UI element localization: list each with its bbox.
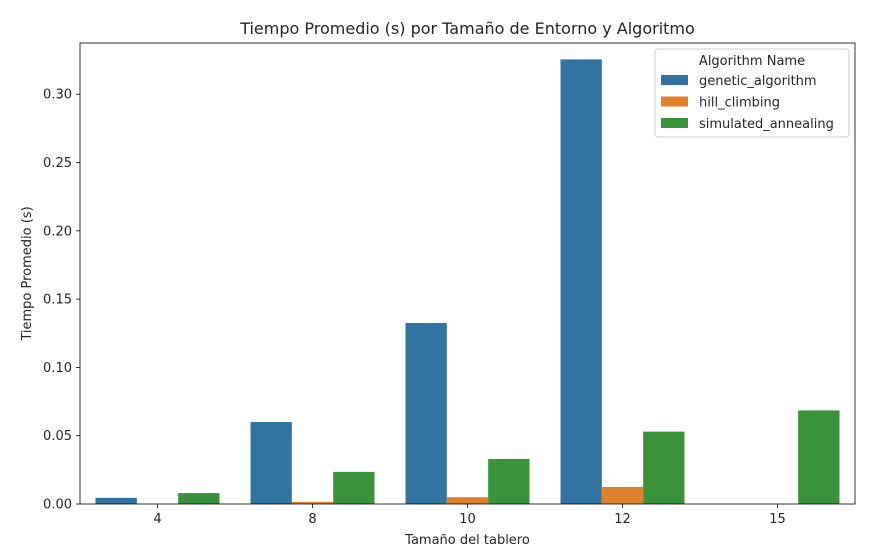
y-tick-label: 0.25 (43, 156, 72, 171)
legend-swatch-simulated_annealing (661, 118, 688, 128)
legend-label-hill_climbing: hill_climbing (699, 96, 780, 111)
legend-label-simulated_annealing: simulated_annealing (699, 117, 834, 132)
legend-label-genetic_algorithm: genetic_algorithm (699, 74, 817, 89)
y-axis-label: Tiempo Promedio (s) (20, 206, 35, 341)
bar-genetic_algorithm-8 (250, 422, 292, 504)
bar-simulated_annealing-12 (643, 431, 685, 504)
x-axis-label: Tamaño del tablero (404, 533, 530, 548)
axes-group: 0.00 0.05 0.10 0.15 0.20 0.25 0.30 4 8 10 12 15 (43, 42, 856, 527)
x-tick-label: 4 (153, 512, 161, 527)
x-tick-label: 12 (614, 512, 631, 527)
bar-hill_climbing-10 (446, 497, 489, 504)
y-tick-label: 0.20 (43, 224, 72, 239)
chart-title: Tiempo Promedio (s) por Tamaño de Entorn… (239, 19, 695, 38)
y-tick-label: 0.05 (43, 429, 72, 444)
bar-genetic_algorithm-12 (560, 59, 602, 504)
x-tick-label: 10 (459, 512, 476, 527)
bar-hill_climbing-12 (601, 486, 644, 504)
bars-group (95, 59, 840, 504)
legend-title: Algorithm Name (699, 54, 805, 69)
y-tick-label: 0.30 (43, 88, 72, 103)
y-tick-label: 0.15 (43, 293, 72, 308)
x-tick-label: 15 (769, 512, 786, 527)
x-tick-label: 8 (308, 512, 316, 527)
legend-swatch-genetic_algorithm (661, 75, 688, 85)
bar-hill_climbing-8 (291, 501, 334, 504)
bar-genetic_algorithm-10 (405, 323, 447, 504)
legend-swatch-hill_climbing (661, 96, 688, 107)
bar-simulated_annealing-8 (333, 471, 375, 504)
legend: Algorithm Name genetic_algorithm hill_clim… (654, 48, 850, 138)
bar-genetic_algorithm-4 (95, 497, 137, 504)
y-tick-label: 0.10 (43, 361, 72, 376)
bar-simulated_annealing-4 (178, 493, 220, 504)
legend-frame (654, 48, 850, 138)
y-tick-label: 0.00 (43, 498, 72, 513)
bar-simulated_annealing-10 (488, 458, 530, 504)
bar-simulated_annealing-15 (798, 410, 840, 504)
